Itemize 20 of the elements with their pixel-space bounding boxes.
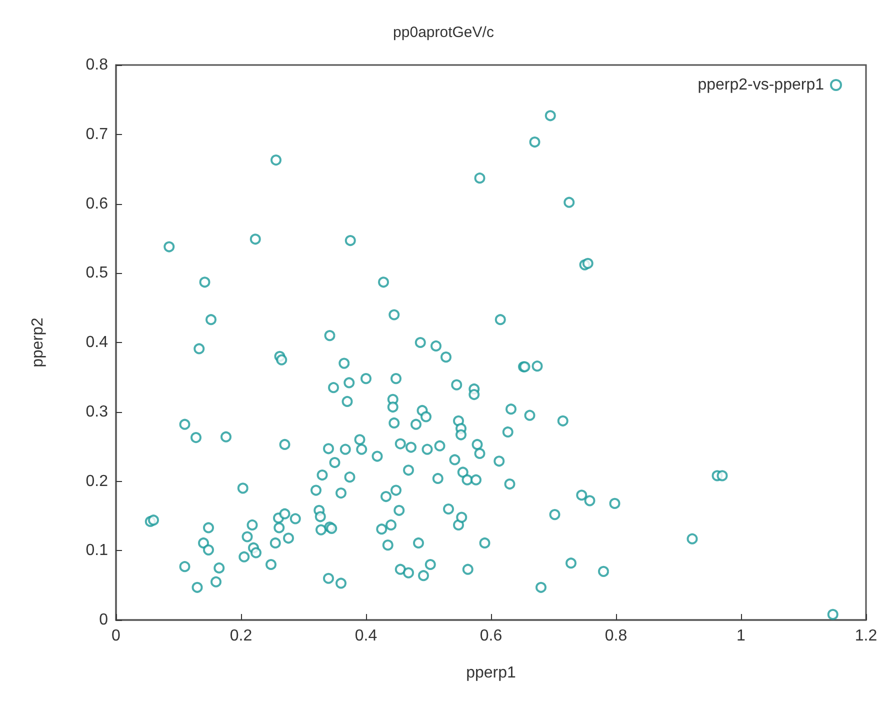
y-tick-label: 0.2 [86,472,108,490]
x-axis-title: pperp1 [466,664,516,682]
y-tick-label: 0.1 [86,542,108,560]
y-tick-label: 0.3 [86,403,108,420]
x-tick-label: 0 [112,628,121,644]
y-tick-label: 0.4 [86,334,108,351]
y-tick-label: 0.5 [86,264,108,282]
x-tick-label: 1 [736,628,746,644]
y-tick-label: 0.8 [86,56,108,74]
x-tick-label: 0.2 [230,628,252,644]
y-tick-label: 0 [99,612,108,628]
y-tick-label: 0.7 [86,126,108,143]
x-tick-label: 0.6 [480,628,502,644]
y-tick-label: 0.6 [86,195,108,212]
x-tick-label: 1.2 [854,628,878,644]
x-tick-label: 0.4 [354,628,378,644]
x-tick-label: 0.8 [604,628,628,644]
chart-title: pp0aprotGeV/c [393,24,494,41]
legend-label: pperp2-vs-pperp1 [698,76,824,94]
y-axis-title: pperp2 [30,317,46,368]
